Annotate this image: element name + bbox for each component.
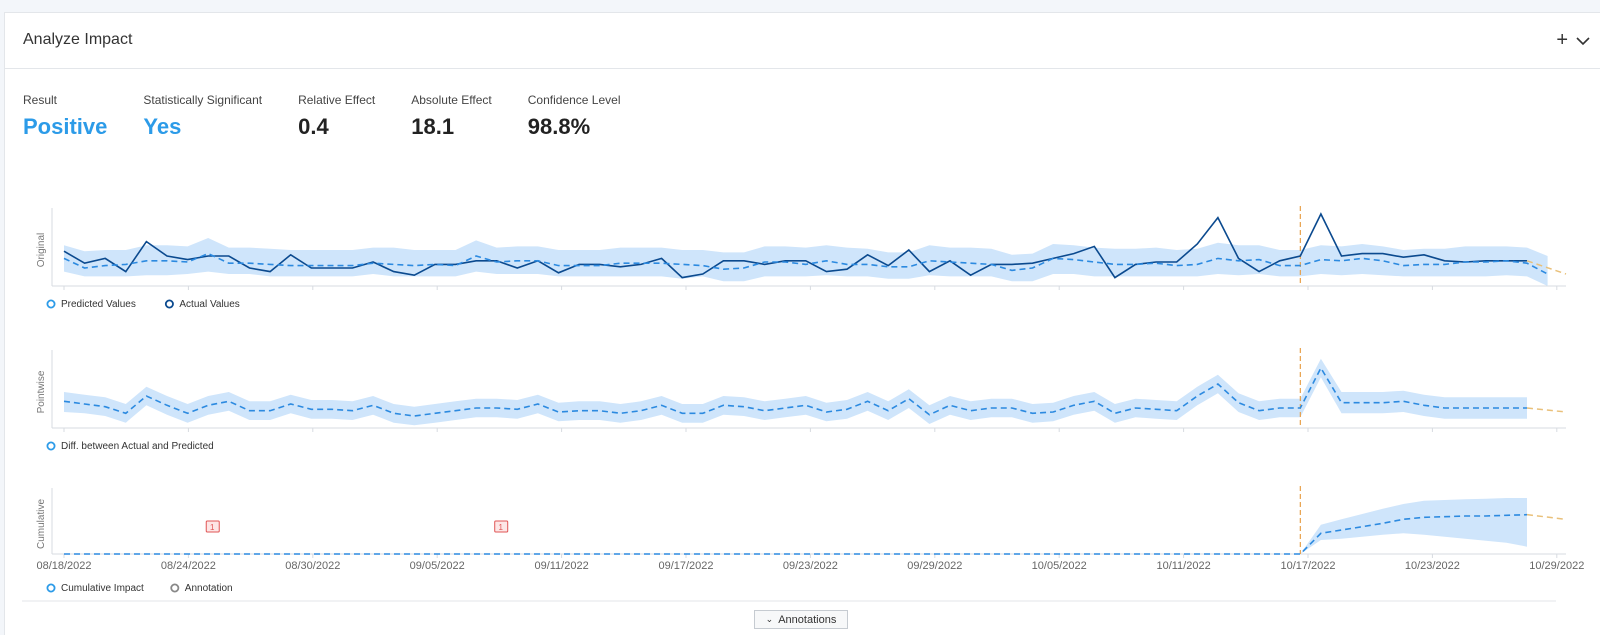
y-axis-label: Original [36, 233, 47, 267]
header-actions: + [1556, 30, 1590, 50]
metric-value: 0.4 [298, 114, 329, 139]
legend-marker [46, 299, 56, 309]
plus-icon[interactable]: + [1556, 29, 1568, 51]
x-tick-label: 08/24/2022 [161, 560, 216, 572]
legend-label: Actual Values [179, 299, 239, 310]
x-tick-label: 09/17/2022 [658, 560, 713, 572]
x-tick-label: 08/30/2022 [285, 560, 340, 572]
series-line-predicted [63, 366, 1527, 417]
confidence-band [64, 498, 1527, 554]
x-tick-label: 10/11/2022 [1156, 560, 1210, 572]
legend-marker [46, 583, 56, 593]
x-tick-label: 08/18/2022 [36, 560, 91, 572]
x-tick-label: 10/23/2022 [1405, 560, 1460, 572]
x-tick-label: 10/05/2022 [1032, 560, 1087, 572]
series-line-predicted [63, 252, 1548, 275]
forecast-line [1526, 407, 1567, 413]
x-tick-label: 09/23/2022 [783, 560, 838, 572]
metric-value: Positive [23, 114, 108, 139]
x-tick-label: 09/11/2022 [534, 560, 588, 572]
confidence-band [64, 358, 1527, 426]
metric-value: Yes [143, 114, 182, 139]
y-axis-label: Cumulative [36, 499, 47, 549]
metric-confidence-level: Confidence Level 98.8% [528, 93, 621, 140]
metric-label: Absolute Effect [411, 93, 492, 107]
metric-label: Result [23, 93, 58, 107]
annotation-marker [205, 520, 220, 533]
panel-header: Analyze Impact + [5, 13, 1600, 69]
legend-label: Diff. between Actual and Predicted [61, 441, 214, 452]
metric-relative-effect: Relative Effect 0.4 [298, 93, 375, 140]
x-tick-label: 09/29/2022 [907, 560, 962, 572]
analyze-impact-panel: Analyze Impact + Result Positive Statist… [4, 12, 1600, 635]
metric-label: Relative Effect [298, 93, 376, 107]
legend-marker [164, 299, 174, 309]
x-tick-label: 10/17/2022 [1280, 560, 1335, 572]
metric-value: 98.8% [527, 114, 591, 139]
forecast-line [1526, 513, 1567, 521]
panel-title: Analyze Impact [23, 31, 133, 48]
metrics-row: Result Positive Statistically Significan… [23, 93, 656, 140]
confidence-band [64, 238, 1548, 286]
metric-statistically-significant: Statistically Significant Yes [143, 93, 262, 140]
impact-charts: Original Predicted Values Actual Values Poi… [22, 206, 1584, 602]
chevron-down-icon: ⌄ [765, 614, 774, 624]
annotation-marker-label: 1 [210, 523, 215, 532]
annotations-button[interactable]: ⌄ Annotations [754, 610, 848, 629]
metric-label: Statistically Significant [143, 93, 263, 107]
annotation-marker [494, 520, 509, 533]
legend-label: Predicted Values [61, 299, 136, 310]
x-tick-label: 09/05/2022 [410, 560, 465, 572]
metric-absolute-effect: Absolute Effect 18.1 [411, 93, 492, 140]
metric-result: Result Positive [23, 93, 107, 140]
metric-label: Confidence Level [527, 93, 621, 107]
annotation-marker-label: 1 [498, 523, 503, 532]
forecast-line [1526, 260, 1567, 275]
annotations-button-label: Annotations [778, 613, 837, 626]
y-axis-label: Pointwise [36, 370, 47, 413]
series-line-predicted [64, 513, 1528, 555]
legend-label: Annotation [185, 583, 233, 594]
legend-marker [46, 441, 56, 451]
legend-label: Cumulative Impact [61, 583, 144, 594]
metric-value: 18.1 [411, 114, 455, 139]
chevron-down-icon[interactable] [1576, 30, 1590, 50]
legend-marker [170, 583, 180, 593]
x-tick-label: 10/29/2022 [1529, 560, 1584, 572]
